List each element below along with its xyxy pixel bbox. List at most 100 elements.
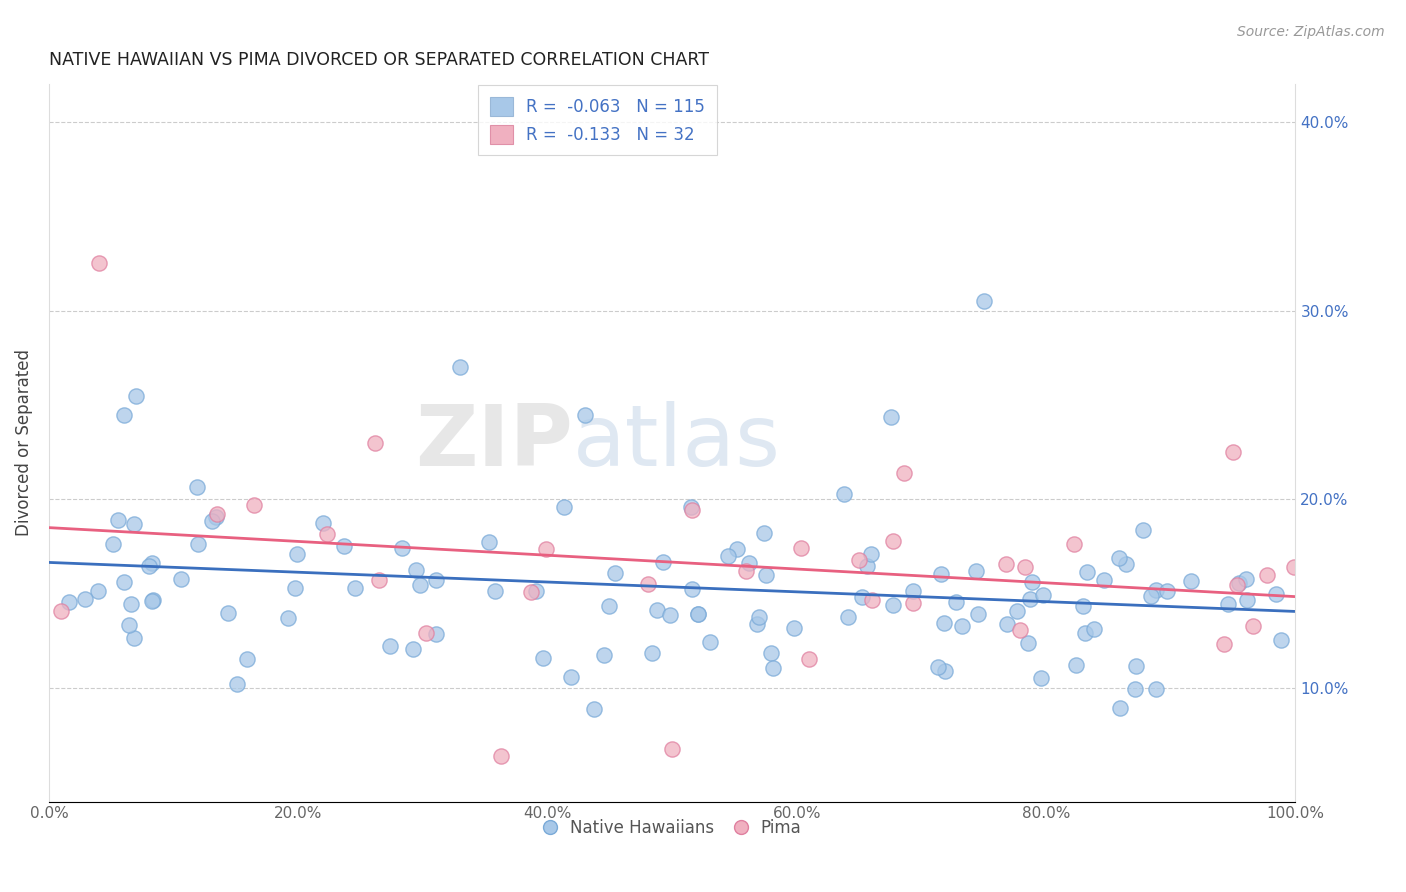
Point bbox=[120, 598, 142, 612]
Point bbox=[1234, 572, 1257, 586]
Point bbox=[574, 408, 596, 422]
Text: ZIP: ZIP bbox=[415, 401, 572, 484]
Point bbox=[187, 537, 209, 551]
Point bbox=[934, 664, 956, 678]
Point bbox=[1092, 573, 1115, 587]
Point bbox=[1074, 626, 1097, 640]
Point bbox=[277, 611, 299, 625]
Point bbox=[425, 573, 447, 587]
Point bbox=[755, 568, 778, 582]
Point bbox=[415, 626, 437, 640]
Point bbox=[859, 547, 882, 561]
Point bbox=[851, 591, 873, 605]
Point bbox=[112, 408, 135, 422]
Point bbox=[717, 549, 740, 563]
Point bbox=[783, 622, 806, 636]
Point bbox=[560, 670, 582, 684]
Point bbox=[86, 584, 108, 599]
Point bbox=[759, 646, 782, 660]
Point bbox=[491, 748, 513, 763]
Point bbox=[449, 360, 471, 375]
Point bbox=[641, 646, 664, 660]
Point bbox=[122, 632, 145, 646]
Point bbox=[945, 595, 967, 609]
Point bbox=[1265, 587, 1288, 601]
Point bbox=[658, 607, 681, 622]
Point bbox=[661, 741, 683, 756]
Point bbox=[1017, 636, 1039, 650]
Point bbox=[1029, 671, 1052, 685]
Point bbox=[1123, 682, 1146, 697]
Point bbox=[409, 578, 432, 592]
Point bbox=[207, 507, 229, 521]
Point bbox=[1115, 557, 1137, 571]
Point bbox=[1236, 593, 1258, 607]
Y-axis label: Divorced or Separated: Divorced or Separated bbox=[15, 350, 32, 536]
Point bbox=[738, 556, 761, 570]
Point bbox=[901, 597, 924, 611]
Point bbox=[531, 650, 554, 665]
Point bbox=[856, 559, 879, 574]
Point bbox=[927, 660, 949, 674]
Point bbox=[837, 610, 859, 624]
Point bbox=[686, 607, 709, 622]
Point bbox=[118, 617, 141, 632]
Point bbox=[122, 516, 145, 531]
Point bbox=[519, 585, 541, 599]
Point bbox=[142, 592, 165, 607]
Point bbox=[965, 565, 987, 579]
Point bbox=[735, 564, 758, 578]
Point bbox=[343, 581, 366, 595]
Point bbox=[637, 576, 659, 591]
Point bbox=[1256, 567, 1278, 582]
Point bbox=[58, 595, 80, 609]
Point bbox=[1071, 599, 1094, 614]
Point bbox=[1032, 589, 1054, 603]
Point bbox=[645, 603, 668, 617]
Point bbox=[312, 516, 335, 530]
Point bbox=[1222, 445, 1244, 459]
Point bbox=[553, 500, 575, 515]
Point bbox=[391, 541, 413, 555]
Point bbox=[725, 541, 748, 556]
Text: atlas: atlas bbox=[572, 401, 780, 484]
Point bbox=[832, 486, 855, 500]
Point bbox=[966, 607, 988, 622]
Point bbox=[973, 294, 995, 309]
Point bbox=[284, 581, 307, 595]
Point bbox=[1144, 682, 1167, 697]
Text: Source: ZipAtlas.com: Source: ZipAtlas.com bbox=[1237, 25, 1385, 39]
Point bbox=[893, 467, 915, 481]
Point bbox=[534, 542, 557, 557]
Point bbox=[367, 573, 389, 587]
Point bbox=[125, 389, 148, 403]
Point bbox=[679, 500, 702, 515]
Point bbox=[882, 534, 904, 549]
Point bbox=[484, 583, 506, 598]
Point bbox=[745, 617, 768, 632]
Point bbox=[332, 539, 354, 553]
Point bbox=[478, 535, 501, 549]
Point bbox=[995, 557, 1018, 571]
Point bbox=[243, 499, 266, 513]
Point bbox=[1156, 584, 1178, 599]
Point bbox=[138, 559, 160, 574]
Point bbox=[524, 584, 547, 599]
Point bbox=[1144, 583, 1167, 598]
Point bbox=[860, 593, 883, 607]
Point bbox=[901, 583, 924, 598]
Point bbox=[75, 592, 97, 607]
Point bbox=[699, 635, 721, 649]
Point bbox=[681, 582, 703, 596]
Point bbox=[315, 527, 337, 541]
Point bbox=[1180, 574, 1202, 588]
Point bbox=[929, 567, 952, 582]
Point bbox=[603, 566, 626, 580]
Point bbox=[1227, 576, 1250, 591]
Point bbox=[236, 651, 259, 665]
Point bbox=[141, 557, 163, 571]
Point bbox=[49, 604, 72, 618]
Point bbox=[141, 594, 163, 608]
Legend: Native Hawaiians, Pima: Native Hawaiians, Pima bbox=[537, 812, 808, 844]
Point bbox=[1076, 565, 1098, 579]
